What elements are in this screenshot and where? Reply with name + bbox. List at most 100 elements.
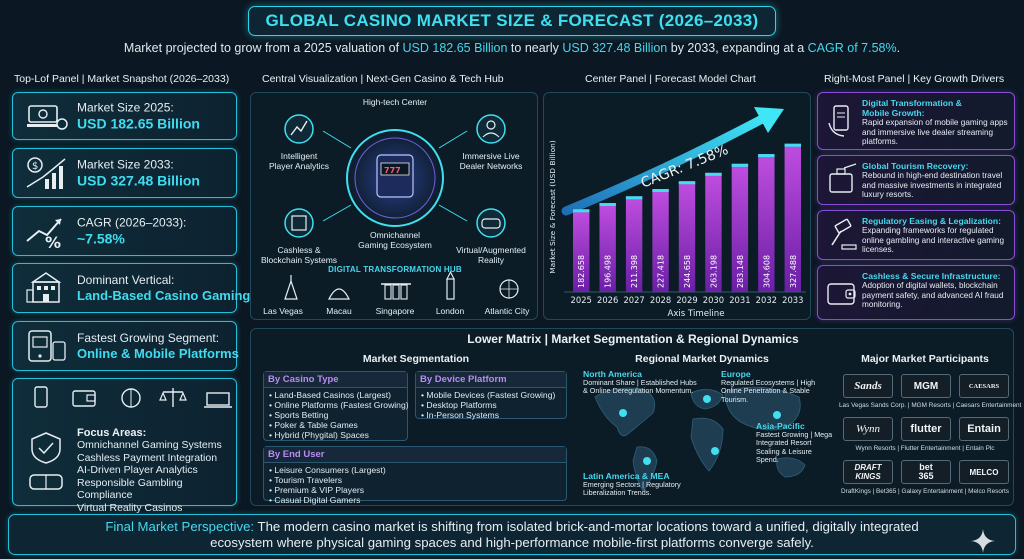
bar-2028 (652, 189, 669, 292)
segment-item: In-Person Systems (421, 410, 561, 420)
driver-card-digital: Digital Transformation & Mobile Growth: … (817, 92, 1015, 150)
percent-icon: % (26, 218, 62, 249)
bar-value-label: 227.418 (657, 255, 666, 288)
bar-value-label: 283.148 (736, 255, 745, 288)
left-panel-heading: Top-Lof Panel | Market Snapshot (2026–20… (14, 73, 230, 85)
bar-2030 (705, 172, 722, 292)
final-text-line2: ecosystem where physical gaming spaces a… (210, 535, 814, 550)
subtitle: Market projected to grow from a 2025 val… (123, 41, 901, 55)
city-london: London (435, 306, 465, 316)
segment-casino-type: By Casino Type Land-Based Casinos (Large… (263, 371, 409, 441)
map-asia (724, 386, 801, 431)
bar-2029 (678, 181, 696, 292)
driver-card-regulatory: Regulatory Easing & Legalization: Expand… (817, 210, 1015, 260)
snapshot-card-segment: Fastest Growing Segment: Online & Mobile… (12, 321, 239, 371)
phone-hand-icon (828, 105, 849, 137)
node-label-high-tech: High-tech Center (362, 97, 428, 107)
wallet-icon (827, 282, 856, 305)
forecast-chart: 182.658 2025 196.498 2026 211.398 2027 227.418… (548, 107, 806, 319)
logo-caption: Las Vegas Sands Corp. | MGM Resorts | Ca… (839, 402, 1022, 409)
singapore-icon (381, 283, 411, 300)
vr-node-icon (476, 208, 506, 238)
x-axis-label: Axis Timeline (667, 309, 724, 319)
city-atlantic-city: Atlantic City (484, 306, 530, 316)
focus-item: Responsible Gambling Compliance (77, 476, 183, 502)
focus-title: Focus Areas: (77, 427, 147, 439)
segment-item: Sports Betting (269, 410, 402, 420)
lower-matrix-panel: Lower Matrix | Market Segmentation & Reg… (250, 328, 1022, 506)
logo-caption: Wynn Resorts | Flutter Entertainment | E… (855, 445, 995, 452)
segmentation-heading: Market Segmentation (362, 353, 470, 365)
logo-flutter: flutter (901, 417, 951, 441)
slot-machine-icon (376, 154, 414, 198)
regional-heading: Regional Market Dynamics (635, 353, 769, 365)
x-tick-label: 2029 (676, 295, 697, 305)
brain-icon (121, 388, 141, 408)
logo-mgm: MGM (901, 374, 951, 398)
driver-card-tourism: Global Tourism Recovery: Rebound in high… (817, 155, 1015, 205)
bar-value-label: 182.658 (577, 255, 586, 288)
bar-value-label: 327.488 (789, 255, 798, 288)
bar-value-label: 304.608 (762, 255, 771, 288)
blockchain-node-icon (284, 208, 314, 238)
lower-matrix-heading: Lower Matrix | Market Segmentation & Reg… (467, 332, 799, 346)
segment-item: Hybrid (Phygital) Spaces (269, 430, 402, 440)
city-las-vegas: Las Vegas (263, 306, 303, 316)
bar-cap-2025 (573, 209, 590, 213)
x-tick-label: 2030 (703, 295, 724, 305)
bar-2033 (784, 143, 801, 292)
bar-value-label: 244.658 (683, 255, 692, 288)
node-label-dealer: Immersive Live Dealer Networks (459, 151, 523, 171)
bar-value-label: 263.198 (709, 255, 718, 288)
logo-bet365: bet 365 (901, 460, 951, 484)
logo-melco: MELCO (959, 460, 1009, 484)
scales-laptop-icon (204, 392, 232, 408)
x-tick-label: 2026 (597, 295, 618, 305)
driver-card-cashless: Cashless & Secure Infrastructure: Adopti… (817, 265, 1015, 320)
region-latam-mea: Latin America & MEA Emerging Sectors | R… (583, 471, 681, 498)
money-stack-icon (27, 105, 68, 130)
segment-item: Online Platforms (Fastest Growing) (269, 400, 408, 410)
hub-label: DIGITAL TRANSFORMATION HUB (328, 265, 462, 274)
snapshot-card-vertical: Dominant Vertical: Land-Based Casino Gam… (12, 263, 250, 313)
growth-bars-icon: $ (26, 157, 66, 189)
region-north-america: North America Dominant Share | Establish… (583, 369, 697, 396)
world-map (594, 386, 806, 492)
growth-arrow (561, 107, 784, 216)
svg-text:%: % (45, 233, 61, 249)
right-panel-heading: Right-Most Panel | Key Growth Drivers (824, 73, 1005, 85)
focus-icons-row (34, 386, 232, 408)
bar-cap-2031 (731, 163, 749, 167)
london-icon (446, 270, 455, 300)
final-lead: Final Market Perspective: (105, 519, 255, 534)
node-label-analytics: Intelligent Player Analytics (269, 151, 329, 171)
map-pin-icon (711, 447, 719, 455)
mobile-slot-icon (28, 330, 66, 362)
map-pin-icon (773, 411, 781, 419)
sparkle-icon (971, 529, 995, 553)
suitcase-icon (829, 163, 857, 193)
x-tick-label: 2031 (729, 295, 750, 305)
node-label-cashless: Cashless & Blockchain Systems (260, 245, 338, 265)
casino-building-icon (26, 272, 62, 303)
analytics-node-icon (284, 114, 314, 144)
svg-text:$: $ (32, 161, 38, 172)
bar-2026 (599, 203, 616, 292)
bar-cap-2033 (784, 143, 801, 147)
atlantic-city-icon (499, 279, 519, 299)
participants-heading: Major Market Participants (861, 353, 989, 365)
city-macau: Macau (326, 306, 352, 316)
region-asia-pacific: Asia-Pacific Fastest Growing | Mega Inte… (756, 421, 833, 465)
wallet-icon (72, 390, 96, 407)
bar-2025 (573, 209, 590, 292)
x-tick-label: 2025 (571, 295, 592, 305)
snapshot-card-2025: Market Size 2025: USD 182.65 Billion (12, 92, 237, 140)
tech-hub-diagram: 777 (284, 114, 519, 300)
bar-value-label: 211.398 (630, 255, 639, 288)
focus-item: AI-Driven Player Analytics (77, 464, 198, 476)
focus-item: Cashless Payment Integration (77, 451, 218, 464)
logo-caesars: CAESARS (959, 374, 1009, 398)
x-tick-label: 2032 (756, 295, 777, 305)
focus-areas-card: Focus Areas: Omnichannel Gaming Systems … (12, 378, 237, 514)
map-pin-icon (643, 457, 651, 465)
